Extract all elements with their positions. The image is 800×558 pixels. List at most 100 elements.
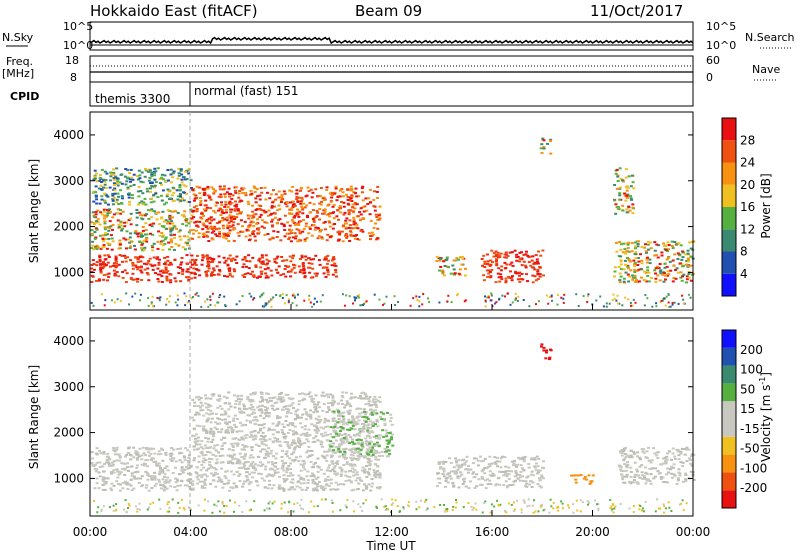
scatter-point — [150, 453, 153, 455]
scatter-point — [365, 443, 368, 445]
scatter-point — [481, 477, 484, 479]
scatter-point — [125, 247, 128, 249]
noise-point — [612, 299, 614, 301]
scatter-point — [625, 272, 628, 274]
scatter-point — [331, 260, 334, 262]
scatter-point — [491, 475, 494, 477]
scatter-point — [273, 396, 276, 398]
scatter-point — [298, 229, 301, 231]
scatter-point — [266, 475, 269, 477]
scatter-point — [263, 417, 266, 419]
scatter-point — [201, 259, 204, 261]
scatter-point — [323, 473, 326, 475]
scatter-point — [109, 179, 112, 181]
scatter-point — [121, 228, 124, 230]
scatter-point — [129, 454, 132, 456]
scatter-point — [320, 487, 323, 489]
scatter-point — [267, 487, 270, 489]
scatter-point — [142, 452, 145, 454]
scatter-point — [191, 189, 194, 191]
scatter-point — [155, 483, 158, 485]
scatter-point — [260, 192, 263, 194]
scatter-point — [297, 224, 300, 226]
scatter-point — [455, 460, 458, 462]
noise-point — [314, 298, 316, 300]
scatter-point — [198, 399, 201, 401]
scatter-point — [227, 235, 230, 237]
scatter-point — [203, 225, 206, 227]
scatter-point — [245, 266, 248, 268]
scatter-point — [104, 181, 107, 183]
scatter-point — [258, 195, 261, 197]
scatter-point — [681, 251, 684, 253]
scatter-point — [275, 425, 278, 427]
noise-point — [282, 293, 284, 295]
scatter-point — [315, 275, 318, 277]
scatter-point — [357, 442, 360, 444]
scatter-point — [289, 202, 292, 204]
scatter-point — [266, 451, 269, 453]
scatter-point — [315, 478, 318, 480]
scatter-point — [202, 430, 205, 432]
scatter-point — [137, 261, 140, 263]
cpid-segment-normal: normal (fast) 151 — [194, 84, 298, 98]
scatter-point — [114, 274, 117, 276]
scatter-point — [322, 456, 325, 458]
scatter-point — [205, 412, 208, 414]
power-panel — [90, 138, 695, 308]
noise-point — [490, 292, 492, 294]
scatter-point — [497, 267, 500, 269]
scatter-point — [354, 192, 357, 194]
scatter-point — [229, 211, 232, 213]
scatter-point — [320, 443, 323, 445]
scatter-point — [303, 393, 306, 395]
scatter-point — [93, 176, 96, 178]
scatter-point — [259, 401, 262, 403]
scatter-point — [98, 472, 101, 474]
scatter-point — [109, 211, 112, 213]
scatter-point — [268, 397, 271, 399]
noise-point — [557, 294, 559, 296]
scatter-point — [243, 465, 246, 467]
scatter-point — [132, 268, 135, 270]
scatter-point — [235, 262, 238, 264]
scatter-point — [221, 220, 224, 222]
scatter-point — [340, 400, 343, 402]
scatter-point — [205, 275, 208, 277]
scatter-point — [152, 475, 155, 477]
scatter-point — [514, 475, 517, 477]
scatter-point — [227, 206, 230, 208]
scatter-point — [286, 221, 289, 223]
scatter-point — [333, 418, 336, 420]
noise-point — [274, 501, 276, 503]
scatter-point — [160, 487, 163, 489]
noise-point — [562, 503, 564, 505]
scatter-point — [256, 406, 259, 408]
noise-point — [609, 499, 611, 501]
scatter-point — [353, 452, 356, 454]
scatter-point — [185, 271, 188, 273]
scatter-point — [292, 451, 295, 453]
scatter-point — [272, 433, 275, 435]
scatter-point — [181, 182, 184, 184]
scatter-point — [517, 278, 520, 280]
scatter-point — [216, 459, 219, 461]
scatter-point — [140, 458, 143, 460]
scatter-point — [102, 489, 105, 491]
scatter-point — [211, 418, 214, 420]
scatter-point — [641, 478, 644, 480]
scatter-point — [506, 485, 509, 487]
noise-point — [567, 504, 569, 506]
scatter-point — [342, 464, 345, 466]
scatter-point — [260, 396, 263, 398]
scatter-point — [664, 263, 667, 265]
scatter-point — [623, 482, 626, 484]
scatter-point — [351, 489, 354, 491]
scatter-point — [673, 456, 676, 458]
scatter-point — [198, 455, 201, 457]
scatter-point — [166, 465, 169, 467]
scatter-point — [109, 175, 112, 177]
scatter-point — [276, 398, 279, 400]
scatter-point — [489, 259, 492, 261]
scatter-point — [288, 447, 291, 449]
